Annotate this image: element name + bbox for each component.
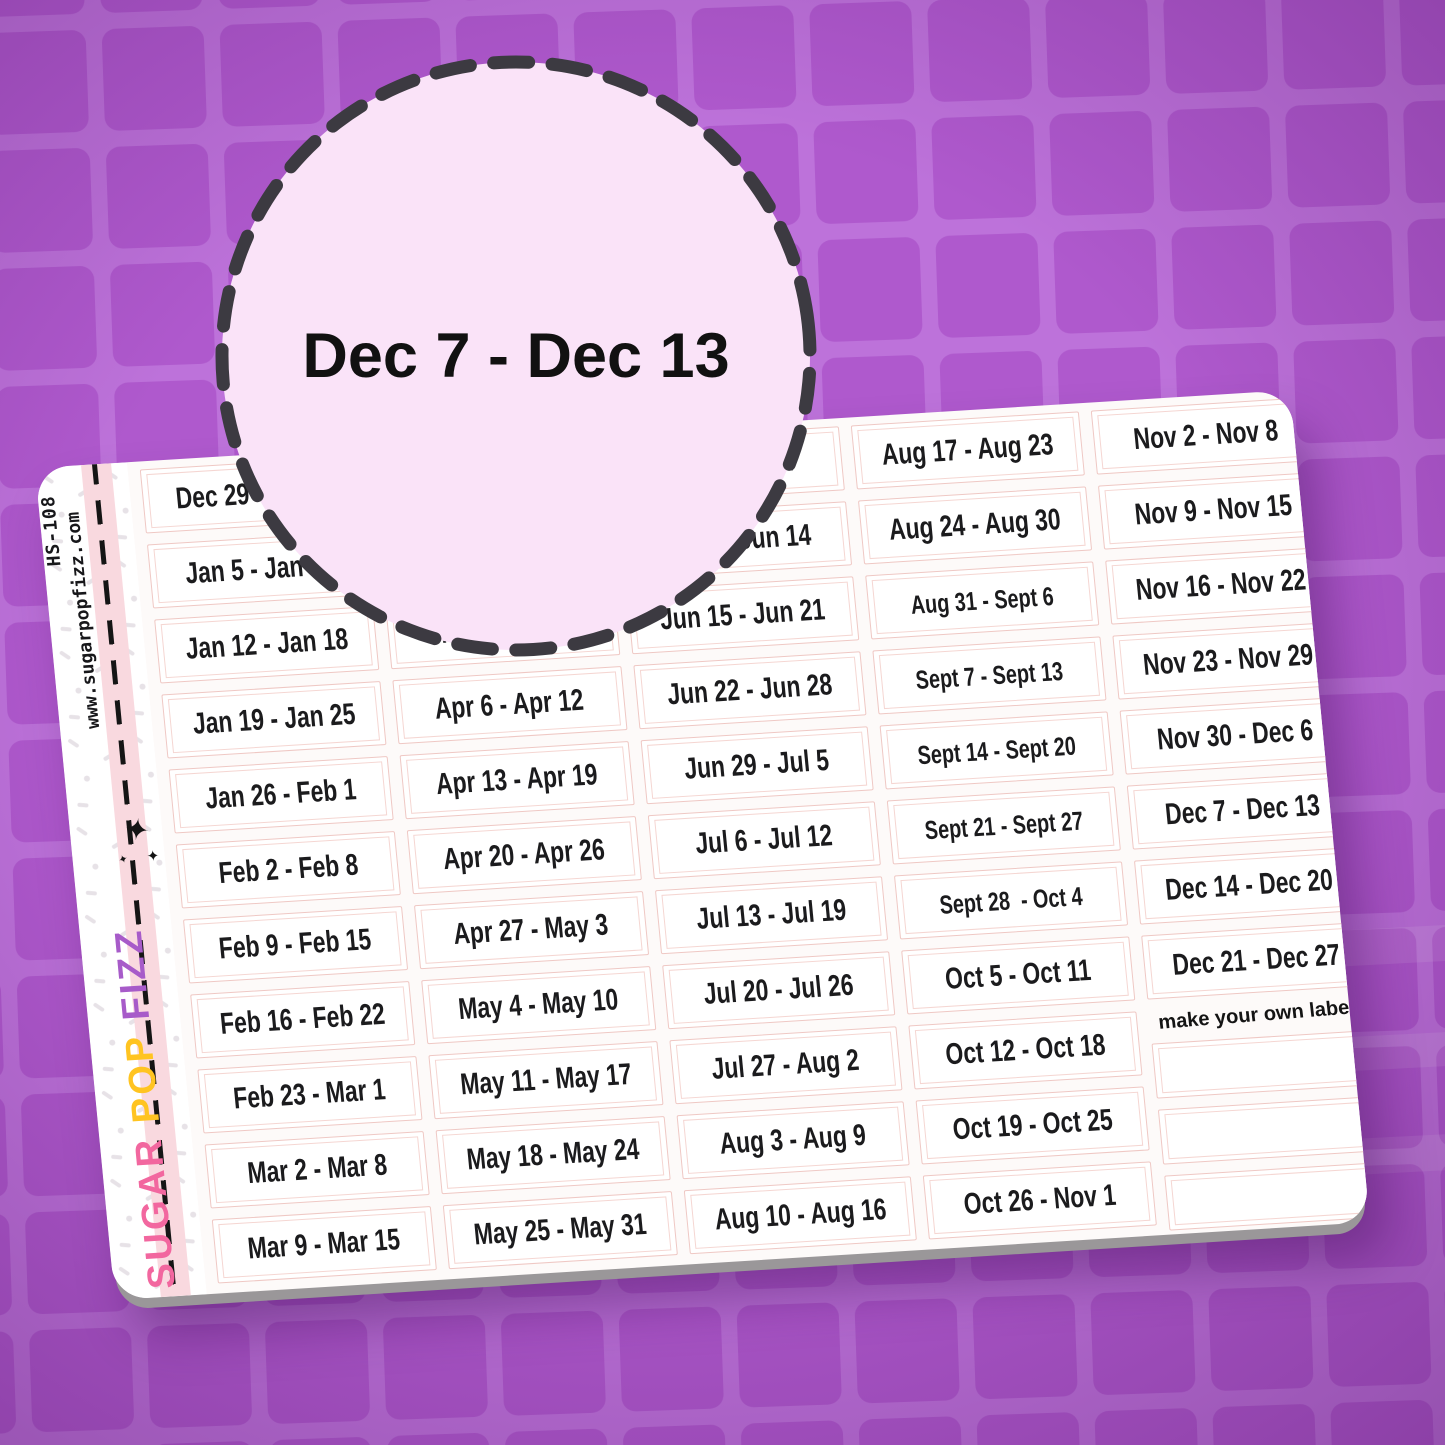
- date-label: Dec 7 - Dec 13: [1126, 771, 1359, 850]
- date-label: Nov 16 - Nov 22: [1104, 546, 1337, 625]
- date-label: Mar 9 - Mar 15: [211, 1205, 437, 1284]
- make-your-own-caption: make your own labels: [1156, 994, 1367, 1034]
- date-label: Oct 12 - Oct 18: [908, 1011, 1143, 1090]
- blank-label: [1157, 1095, 1370, 1165]
- date-label: Apr 13 - Apr 19: [399, 741, 635, 820]
- sparkle-icon: ✦: [122, 812, 152, 849]
- date-label: Feb 2 - Feb 8: [175, 830, 401, 909]
- date-label: Aug 17 - Aug 23: [850, 411, 1085, 490]
- blank-label: [1151, 1029, 1370, 1099]
- date-label: Jul 27 - Aug 2: [668, 1026, 903, 1105]
- date-label: Oct 5 - Oct 11: [901, 936, 1136, 1015]
- date-label: Sept 21 - Sept 27: [886, 786, 1121, 865]
- callout-text: Dec 7 - Dec 13: [302, 321, 729, 391]
- date-label: Aug 31 - Sept 6: [865, 561, 1100, 640]
- date-label: May 18 - May 24: [435, 1116, 671, 1195]
- date-label: Nov 2 - Nov 8: [1090, 396, 1323, 475]
- date-label: Jun 29 - Jul 5: [640, 726, 874, 805]
- date-label: Aug 24 - Aug 30: [858, 486, 1092, 565]
- blank-label: [1163, 1161, 1370, 1231]
- date-label: Apr 27 - May 3: [413, 891, 649, 970]
- date-label: Feb 9 - Feb 15: [182, 905, 408, 984]
- date-label: Sept 14 - Sept 20: [879, 711, 1114, 790]
- date-label: Jan 26 - Feb 1: [168, 755, 394, 834]
- brand-word-pop: POP: [117, 1032, 169, 1125]
- date-label: Apr 6 - Apr 12: [392, 666, 628, 745]
- sparkle-icon: ✦: [145, 847, 161, 866]
- date-label: Sept 28 - Oct 4: [894, 861, 1128, 940]
- date-label: May 25 - May 31: [442, 1191, 678, 1270]
- date-label: May 11 - May 17: [428, 1041, 664, 1120]
- date-label: Apr 20 - Apr 26: [406, 816, 642, 895]
- date-label: Nov 23 - Nov 29: [1112, 621, 1344, 700]
- date-label: Jun 22 - Jun 28: [632, 651, 867, 730]
- date-label: Jan 19 - Jan 25: [161, 680, 387, 759]
- date-label: Jul 13 - Jul 19: [654, 876, 889, 955]
- brand-word-fizz: FIZZ: [107, 926, 159, 1022]
- date-label: May 4 - May 10: [420, 966, 656, 1045]
- date-label: Feb 23 - Mar 1: [197, 1055, 423, 1134]
- date-label: Nov 30 - Dec 6: [1119, 696, 1351, 775]
- zoom-callout: Dec 7 - Dec 13: [212, 52, 820, 660]
- date-label: Sept 7 - Sept 13: [872, 636, 1107, 715]
- date-label: Jul 6 - Jul 12: [647, 801, 882, 880]
- date-label: Dec 21 - Dec 27: [1140, 921, 1370, 1000]
- date-label: Dec 14 - Dec 20: [1133, 846, 1366, 925]
- date-label: Aug 3 - Aug 9: [676, 1101, 910, 1180]
- date-label: Nov 9 - Nov 15: [1097, 471, 1330, 550]
- callout-circle: [215, 55, 817, 657]
- date-label: Feb 16 - Feb 22: [190, 980, 416, 1059]
- date-label: Mar 2 - Mar 8: [204, 1130, 430, 1209]
- date-label: Jul 20 - Jul 26: [661, 951, 896, 1030]
- side-strip: HS-108 www.sugarpopfizz.com ✦ ✦ ✦ SUGAR …: [35, 460, 207, 1300]
- date-label: Oct 19 - Oct 25: [915, 1086, 1150, 1165]
- date-label: Oct 26 - Nov 1: [922, 1161, 1157, 1240]
- date-label: Aug 10 - Aug 16: [683, 1176, 918, 1255]
